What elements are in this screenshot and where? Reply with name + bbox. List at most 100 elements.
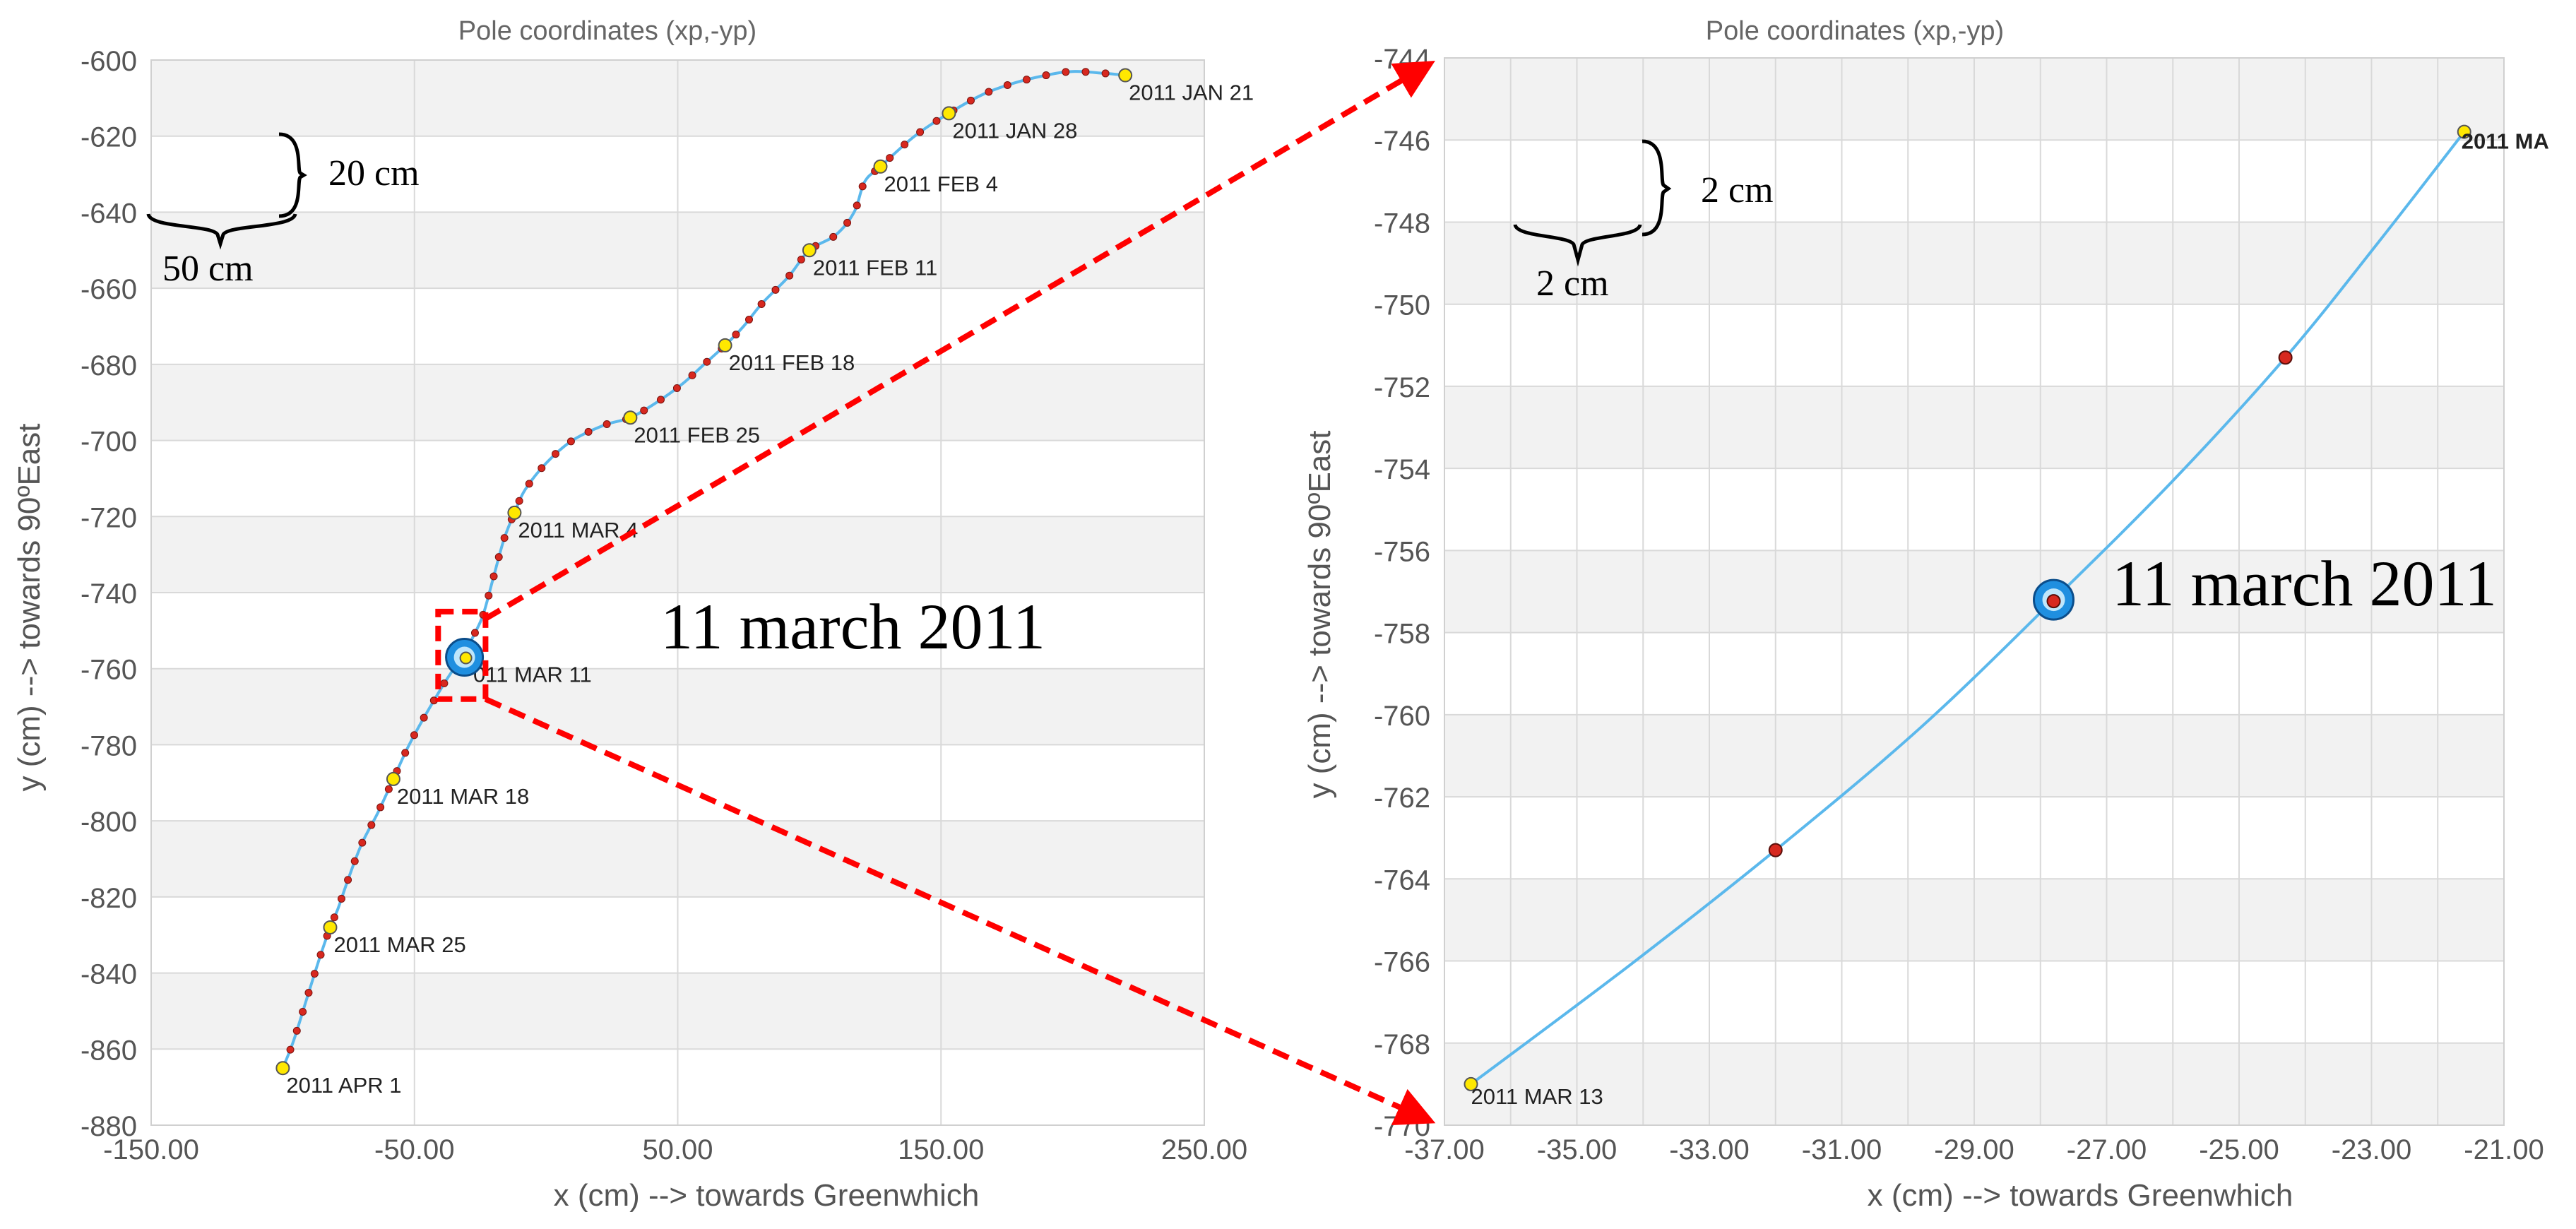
- right-x-axis-label: x (cm) --> towards Greenwhich: [1868, 1178, 2293, 1213]
- l-y-tick-label: -860: [81, 1035, 137, 1066]
- left-point-label: 2011 FEB 18: [729, 350, 855, 375]
- l-y-tick-label: -600: [81, 46, 137, 77]
- left-daily-point: [440, 679, 449, 688]
- left-daily-point: [1062, 68, 1070, 76]
- left-daily-point: [410, 731, 418, 740]
- l-y-tick-label: -740: [81, 578, 137, 610]
- left-daily-point: [292, 1026, 301, 1035]
- right-highlight-point: [2046, 594, 2061, 609]
- right-track-line: [1470, 131, 2466, 1086]
- left-point-label: 2011 FEB 25: [634, 422, 760, 447]
- left-point-label: 2011 MAR 25: [333, 932, 465, 957]
- zoom-arrow-bottom: [484, 696, 1436, 1125]
- left-daily-point: [344, 876, 352, 884]
- left-weekly-point: [507, 505, 522, 520]
- l-y-tick-label: -720: [81, 502, 137, 533]
- left-weekly-point: [323, 920, 338, 934]
- left-daily-point: [732, 331, 740, 339]
- right-event-label: 11 march 2011: [2112, 547, 2497, 619]
- left-daily-point: [785, 271, 794, 280]
- r-x-tick-label: -31.00: [1802, 1134, 1882, 1165]
- r-y-tick-label: -758: [1374, 619, 1430, 650]
- r-x-tick-label: -29.00: [1934, 1134, 2014, 1165]
- r-x-tick-label: -21.00: [2464, 1134, 2544, 1165]
- left-daily-point: [304, 989, 313, 997]
- r-y-tick-label: -762: [1374, 783, 1430, 814]
- l-y-tick-label: -780: [81, 730, 137, 761]
- l-y-tick-label: -680: [81, 350, 137, 381]
- left-daily-point: [350, 857, 359, 865]
- left-daily-point: [489, 572, 498, 581]
- r-y-tick-label: -756: [1374, 536, 1430, 567]
- right-x-tick-labels: -37.00 -35.00 -33.00 -31.00 -29.00 -27.00 -25.…: [1404, 1134, 2544, 1165]
- r-y-tick-label: -766: [1374, 947, 1430, 978]
- left-daily-point: [310, 970, 319, 978]
- left-weekly-point: [873, 159, 888, 174]
- left-chart-title: Pole coordinates (xp,-yp): [458, 16, 756, 46]
- left-point-label: 2011 FEB 11: [813, 255, 937, 280]
- left-event-label: 11 march 2011: [660, 590, 1045, 663]
- r-x-tick-label: -25.00: [2199, 1134, 2279, 1165]
- left-daily-point: [470, 629, 479, 637]
- left-daily-point: [797, 255, 805, 263]
- left-point-label: 2011 JAN 28: [952, 118, 1077, 143]
- left-daily-point: [744, 315, 753, 323]
- left-daily-point: [672, 384, 681, 392]
- right-daily-point: [2278, 350, 2293, 365]
- r-y-tick-label: -754: [1374, 454, 1430, 485]
- left-daily-point: [316, 951, 325, 959]
- right-labeled-points: 2011 MAR 13 2011 MA: [1464, 124, 2549, 1109]
- left-scale-brace-vertical: [278, 132, 307, 218]
- left-daily-point: [966, 96, 975, 105]
- right-chart: -744-746-748-750-752-754-756-758-760-762…: [1302, 16, 2549, 1213]
- l-y-tick-label: -760: [81, 655, 137, 686]
- left-daily-point: [688, 371, 696, 379]
- left-daily-point: [525, 480, 533, 488]
- left-daily-point: [384, 785, 393, 793]
- left-scale-y-label: 20 cm: [328, 153, 420, 194]
- l-x-tick-label: -50.00: [374, 1134, 454, 1165]
- left-daily-point: [494, 553, 503, 562]
- left-daily-point: [1101, 69, 1110, 78]
- left-highlight-marker: [445, 638, 485, 677]
- left-daily-point: [886, 154, 894, 162]
- left-daily-point: [901, 141, 909, 149]
- left-daily-point: [858, 182, 867, 191]
- r-y-tick-label: -764: [1374, 865, 1430, 896]
- r-y-tick-label: -752: [1374, 372, 1430, 403]
- left-daily-point: [1003, 81, 1011, 89]
- right-y-axis-label: y (cm) --> towards 90ºEast: [1302, 431, 1337, 799]
- left-weekly-point: [718, 338, 732, 352]
- left-point-label: 2011 APR 1: [286, 1073, 401, 1098]
- r-x-tick-label: -37.00: [1404, 1134, 1484, 1165]
- left-daily-point: [299, 1007, 307, 1016]
- left-plot-frame: [150, 59, 1205, 1126]
- left-daily-point: [603, 420, 611, 429]
- left-daily-point: [330, 913, 338, 922]
- left-zoom-box: [435, 608, 489, 702]
- left-daily-point: [656, 396, 665, 404]
- left-daily-point: [1022, 76, 1031, 84]
- left-daily-point: [932, 117, 941, 125]
- zoom-callout-arrows: [484, 60, 1436, 1125]
- right-daily-point: [1768, 843, 1783, 857]
- left-daily-point: [916, 128, 925, 136]
- left-daily-points: [286, 68, 1110, 1054]
- left-daily-point: [853, 201, 861, 210]
- r-y-tick-label: -768: [1374, 1029, 1430, 1060]
- left-daily-point: [551, 450, 559, 458]
- left-weekly-point: [275, 1061, 290, 1076]
- left-weekly-point: [942, 106, 956, 121]
- left-daily-point: [538, 464, 546, 473]
- left-scale-x-label: 50 cm: [162, 249, 254, 289]
- r-y-tick-label: -750: [1374, 290, 1430, 321]
- left-daily-point: [500, 534, 509, 542]
- left-daily-point: [1042, 71, 1050, 80]
- r-y-tick-label: -748: [1374, 208, 1430, 239]
- left-daily-point: [771, 285, 780, 294]
- left-daily-point: [376, 803, 385, 812]
- left-point-label: 011 MAR 11: [473, 663, 592, 687]
- left-daily-point: [1081, 68, 1090, 76]
- left-point-label: 2011 FEB 4: [884, 172, 998, 196]
- l-y-tick-label: -640: [81, 198, 137, 229]
